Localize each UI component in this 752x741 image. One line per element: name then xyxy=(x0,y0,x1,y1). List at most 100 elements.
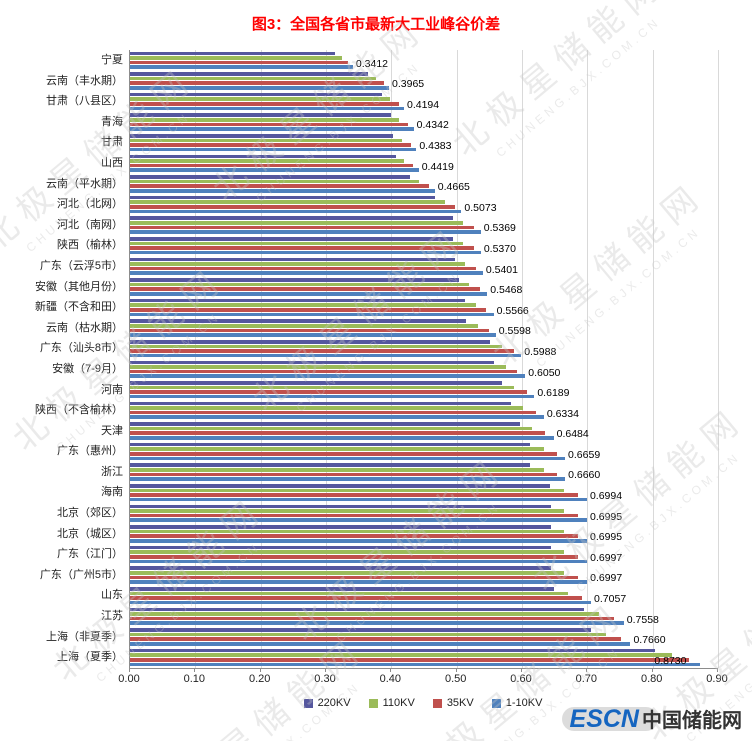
bar-220kv xyxy=(130,422,521,426)
x-tickmark xyxy=(325,668,326,672)
value-label: 0.4419 xyxy=(421,160,454,173)
x-tick-label: 0.40 xyxy=(379,673,402,685)
category-label: 北京（城区） xyxy=(57,527,123,540)
bar-group: 0.6997 xyxy=(130,565,718,586)
bar-110kv xyxy=(130,220,464,225)
bar-220kv xyxy=(130,51,336,56)
bar-35kv xyxy=(130,101,399,106)
x-tickmark xyxy=(129,668,130,672)
bar-1-10kv xyxy=(130,188,435,193)
bar-220kv xyxy=(130,298,465,303)
legend-label: 110KV xyxy=(382,697,415,709)
bar-35kv xyxy=(130,81,385,85)
bar-35kv xyxy=(130,534,579,539)
bar-220kv xyxy=(130,216,453,220)
bar-group: 0.4342 xyxy=(130,112,718,133)
bar-1-10kv xyxy=(130,147,417,152)
bar-1-10kv xyxy=(130,374,526,378)
x-tick-label: 0.60 xyxy=(510,673,532,685)
bar-1-10kv xyxy=(130,621,624,626)
bar-110kv xyxy=(130,117,400,122)
bar-35kv xyxy=(130,225,474,230)
x-tickmark xyxy=(586,668,588,672)
bar-group: 0.5988 xyxy=(130,338,718,359)
category-label: 甘肃（八县区） xyxy=(46,95,123,108)
bar-35kv xyxy=(130,596,583,600)
bar-220kv xyxy=(130,339,490,344)
bar-110kv xyxy=(130,509,565,513)
value-label: 0.3965 xyxy=(392,78,425,91)
value-label: 0.4383 xyxy=(419,139,452,152)
x-tickmark xyxy=(455,668,457,672)
bar-110kv xyxy=(130,529,565,534)
bar-220kv xyxy=(130,154,396,159)
bar-group: 0.6660 xyxy=(130,462,718,483)
bar-group: 0.5468 xyxy=(130,277,718,298)
bar-35kv xyxy=(130,369,518,374)
x-tick-label: 0.10 xyxy=(183,673,206,685)
bar-35kv xyxy=(130,143,411,147)
bar-110kv xyxy=(130,550,565,555)
bar-35kv xyxy=(130,637,621,642)
bar-220kv xyxy=(130,133,394,138)
bar-110kv xyxy=(130,159,405,163)
value-label: 0.4194 xyxy=(407,98,440,111)
bar-220kv xyxy=(130,587,554,591)
footer-logo: ESCN 中国储能网 xyxy=(561,704,742,734)
chart-area: 宁夏 云南（丰水期） 甘肃（八县区） 青海 甘肃 山西 云南（平水期） 河北（北网） 河北（南网… xyxy=(8,50,719,669)
bar-group: 0.3412 xyxy=(130,50,718,71)
value-label: 0.6334 xyxy=(546,407,579,420)
bar-110kv xyxy=(130,468,544,472)
bar-110kv xyxy=(130,56,342,60)
bar-1-10kv xyxy=(130,65,353,69)
value-label: 0.4665 xyxy=(437,181,470,194)
x-axis: 0.00 0.10 0.20 0.30 0.40 0.50 0.60 0.70 0.80 0.90 xyxy=(118,668,728,687)
bar-1-10kv xyxy=(130,436,554,440)
x-tick-label: 0.80 xyxy=(640,673,663,685)
x-tickmark xyxy=(651,668,653,672)
bar-35kv xyxy=(130,658,690,662)
category-label: 青海 xyxy=(101,115,123,128)
bar-group: 0.6995 xyxy=(130,503,718,524)
bar-220kv xyxy=(130,175,411,179)
bar-35kv xyxy=(130,472,557,477)
bar-35kv xyxy=(130,204,455,209)
bar-110kv xyxy=(130,612,600,616)
bar-110kv xyxy=(130,385,515,390)
bar-220kv xyxy=(130,319,467,323)
bar-35kv xyxy=(130,575,579,580)
bar-1-10kv xyxy=(130,85,390,90)
gridline xyxy=(587,50,589,668)
bar-220kv xyxy=(130,195,436,200)
legend-label: 35KV xyxy=(446,697,474,709)
chart-title: 图3：全国各省市最新大工业峰谷价差 xyxy=(251,16,501,33)
value-label: 0.5566 xyxy=(496,304,529,317)
category-label: 山西 xyxy=(101,156,123,169)
bar-group: 0.6995 xyxy=(130,524,718,545)
gridline xyxy=(326,50,327,668)
bar-35kv xyxy=(130,328,489,333)
bar-group: 0.6050 xyxy=(130,359,718,380)
bar-1-10kv xyxy=(130,580,588,584)
category-label: 安徽（7-9月） xyxy=(52,362,123,375)
bar-1-10kv xyxy=(130,415,544,420)
value-label: 0.6050 xyxy=(528,366,561,379)
bar-35kv xyxy=(130,390,527,394)
bar-110kv xyxy=(130,426,533,431)
x-tick-label: 0.20 xyxy=(248,673,271,685)
bar-220kv xyxy=(130,525,551,529)
category-label: 广东（汕头8市） xyxy=(39,342,123,355)
value-label: 0.6189 xyxy=(537,387,570,400)
bar-110kv xyxy=(130,241,464,246)
x-tickmark xyxy=(521,668,522,672)
gridline xyxy=(391,50,393,668)
x-tickmark xyxy=(194,668,196,672)
value-label: 0.6995 xyxy=(590,510,623,523)
bar-group: 0.4419 xyxy=(130,153,718,174)
bar-220kv xyxy=(130,257,455,262)
bar-1-10kv xyxy=(130,209,462,214)
gridline xyxy=(456,50,458,668)
gridline xyxy=(522,50,523,668)
value-label: 0.6997 xyxy=(590,551,623,564)
